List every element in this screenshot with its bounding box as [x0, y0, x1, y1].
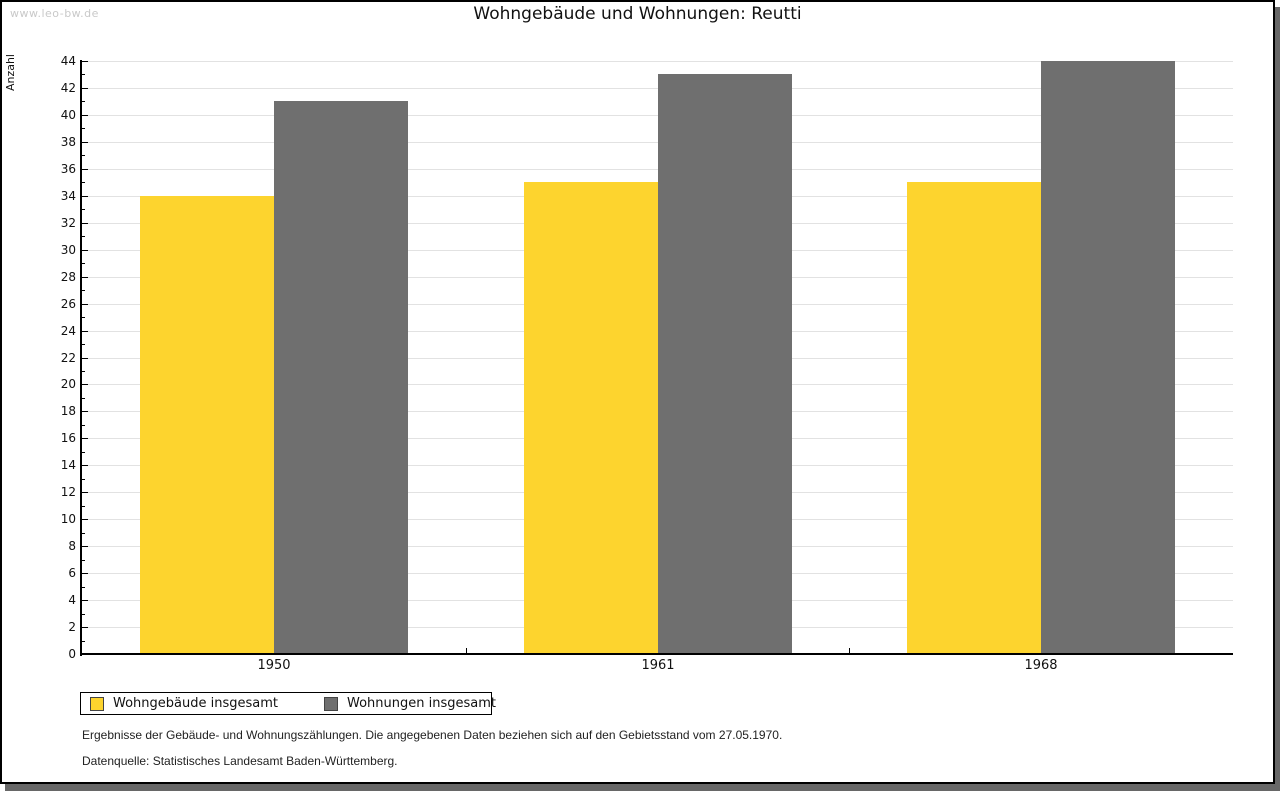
- bar-1961-wohngeb-ude-insgesamt: [524, 182, 658, 654]
- y-axis-tick-label-26: 26: [60, 297, 76, 311]
- x-axis-line: [80, 653, 1233, 655]
- y-axis-tick-label-30: 30: [60, 243, 76, 257]
- y-axis-minor-tick-3: [82, 614, 85, 615]
- y-axis-tick-44: [82, 61, 88, 62]
- y-axis-tick-36: [82, 169, 88, 170]
- y-axis-tick-label-44: 44: [60, 54, 76, 68]
- watermark: www.leo-bw.de: [10, 7, 99, 20]
- y-axis-tick-label-16: 16: [60, 431, 76, 445]
- y-axis-minor-tick-31: [82, 236, 85, 237]
- chart-title: Wohngebäude und Wohnungen: Reutti: [473, 4, 802, 24]
- y-axis-minor-tick-41: [82, 101, 85, 102]
- y-axis-tick-18: [82, 411, 88, 412]
- x-axis-label-1968: 1968: [1024, 658, 1058, 673]
- legend-swatch-wohngebaeude: [90, 696, 104, 711]
- y-axis-tick-40: [82, 115, 88, 116]
- y-axis-tick-38: [82, 142, 88, 143]
- y-axis-minor-tick-29: [82, 263, 85, 264]
- legend-label-wohngebaeude: Wohngebäude insgesamt: [113, 696, 278, 711]
- y-axis-tick-2: [82, 627, 88, 628]
- gridline-y-36: [82, 169, 1233, 170]
- x-axis-boundary-tick-2: [849, 648, 850, 654]
- y-axis-line: [80, 60, 82, 656]
- y-axis-tick-label-40: 40: [60, 108, 76, 122]
- y-axis-minor-tick-17: [82, 425, 85, 426]
- y-axis-tick-label-34: 34: [60, 189, 76, 203]
- y-axis-tick-12: [82, 492, 88, 493]
- gridline-y-42: [82, 88, 1233, 89]
- bar-1961-wohnungen-insgesamt: [658, 74, 792, 654]
- y-axis-minor-tick-13: [82, 479, 85, 480]
- y-axis-tick-label-14: 14: [60, 458, 76, 472]
- x-axis-label-1950: 1950: [257, 658, 291, 673]
- y-axis-tick-label-24: 24: [60, 324, 76, 338]
- y-axis-minor-tick-35: [82, 182, 85, 183]
- y-axis-minor-tick-37: [82, 155, 85, 156]
- bar-1968-wohngeb-ude-insgesamt: [907, 182, 1041, 654]
- bar-1968-wohnungen-insgesamt: [1041, 61, 1175, 654]
- y-axis-minor-tick-27: [82, 290, 85, 291]
- legend-label-wohnungen: Wohnungen insgesamt: [347, 696, 496, 711]
- legend-item-wohngebaeude: Wohngebäude insgesamt: [90, 696, 278, 711]
- gridline-y-38: [82, 142, 1233, 143]
- y-axis-tick-label-18: 18: [60, 404, 76, 418]
- y-axis-minor-tick-5: [82, 587, 85, 588]
- y-axis-tick-28: [82, 277, 88, 278]
- y-axis-minor-tick-23: [82, 344, 85, 345]
- y-axis-tick-42: [82, 88, 88, 89]
- y-axis-tick-label-12: 12: [60, 485, 76, 499]
- y-axis-minor-tick-25: [82, 317, 85, 318]
- y-axis-minor-tick-21: [82, 371, 85, 372]
- x-axis-boundary-tick-1: [466, 648, 467, 654]
- gridline-y-40: [82, 115, 1233, 116]
- y-axis-tick-label-4: 4: [68, 593, 76, 607]
- y-axis-minor-tick-9: [82, 533, 85, 534]
- y-axis-tick-label-6: 6: [68, 566, 76, 580]
- y-axis-tick-16: [82, 438, 88, 439]
- y-axis-tick-10: [82, 519, 88, 520]
- y-axis-minor-tick-33: [82, 209, 85, 210]
- y-axis-tick-label-22: 22: [60, 351, 76, 365]
- y-axis-tick-14: [82, 465, 88, 466]
- footnote-source-note: Ergebnisse der Gebäude- und Wohnungszähl…: [82, 728, 783, 742]
- y-axis-minor-tick-11: [82, 506, 85, 507]
- y-axis-tick-label-38: 38: [60, 135, 76, 149]
- y-axis-tick-22: [82, 358, 88, 359]
- y-axis-tick-24: [82, 331, 88, 332]
- bar-1950-wohngeb-ude-insgesamt: [140, 196, 274, 654]
- y-axis-minor-tick-1: [82, 641, 85, 642]
- y-axis-tick-label-8: 8: [68, 539, 76, 553]
- y-axis-tick-label-28: 28: [60, 270, 76, 284]
- y-axis-tick-label-10: 10: [60, 512, 76, 526]
- x-axis-label-1961: 1961: [641, 658, 675, 673]
- y-axis-tick-label-32: 32: [60, 216, 76, 230]
- y-axis-tick-30: [82, 250, 88, 251]
- y-axis-tick-20: [82, 384, 88, 385]
- bar-1950-wohnungen-insgesamt: [274, 101, 408, 654]
- gridline-y-44: [82, 61, 1233, 62]
- y-axis-tick-6: [82, 573, 88, 574]
- y-axis-minor-tick-15: [82, 452, 85, 453]
- y-axis-tick-label-36: 36: [60, 162, 76, 176]
- y-axis-minor-tick-19: [82, 398, 85, 399]
- y-axis-minor-tick-43: [82, 74, 85, 75]
- y-axis-tick-32: [82, 223, 88, 224]
- plot-area: 1950 1961 1968 0 2 4 6 8 10 12 14 16 18 20 22 24 26 28 30 3…: [2, 2, 1273, 782]
- legend-swatch-wohnungen: [324, 696, 338, 711]
- y-axis-minor-tick-39: [82, 128, 85, 129]
- y-axis-tick-label-20: 20: [60, 377, 76, 391]
- footnote-data-source: Datenquelle: Statistisches Landesamt Bad…: [82, 754, 398, 768]
- y-axis-minor-tick-7: [82, 560, 85, 561]
- y-axis-tick-4: [82, 600, 88, 601]
- y-axis-tick-label-42: 42: [60, 81, 76, 95]
- legend: Wohngebäude insgesamt Wohnungen insgesam…: [80, 692, 496, 715]
- y-axis-tick-26: [82, 304, 88, 305]
- y-axis-tick-8: [82, 546, 88, 547]
- y-axis-tick-label-2: 2: [68, 620, 76, 634]
- legend-item-wohnungen: Wohnungen insgesamt: [324, 696, 496, 711]
- y-axis-tick-label-0: 0: [68, 647, 76, 661]
- y-axis-tick-34: [82, 196, 88, 197]
